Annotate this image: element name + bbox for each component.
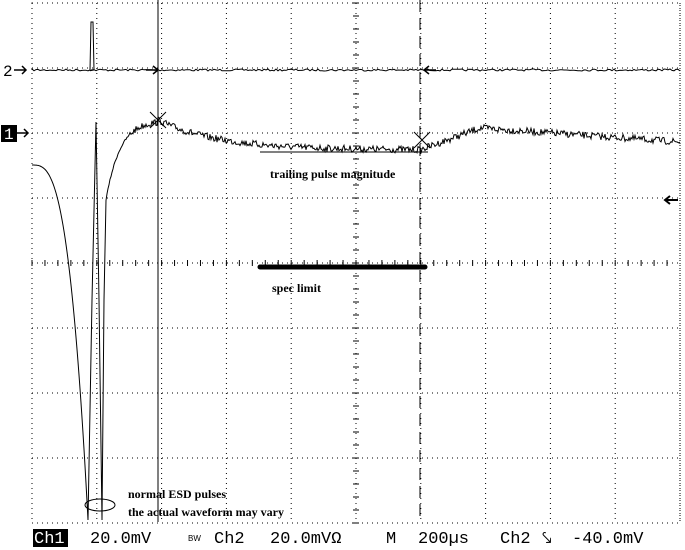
- channel-marker-box: [1, 125, 17, 142]
- esd-ellipse: [84, 498, 116, 512]
- status-trig-source: Ch2: [500, 530, 531, 549]
- channel-marker: 2: [3, 63, 13, 81]
- annotation: trailing pulse magnitude: [270, 167, 396, 181]
- annotation: spec limit: [272, 281, 321, 295]
- status-ch1: Ch1: [34, 530, 65, 549]
- status-trig-level: -40.0mV: [572, 530, 644, 549]
- annotation: normal ESD pulses: [128, 487, 226, 501]
- channel-arrow: [14, 65, 28, 75]
- graticule: [31, 2, 681, 524]
- status-ch2: Ch2: [214, 530, 245, 549]
- status-mode: M: [386, 530, 396, 549]
- channel-arrow: [17, 128, 30, 138]
- arrow-left: [422, 65, 436, 75]
- status-bw: BW: [188, 534, 201, 543]
- arrow-right: [146, 65, 160, 75]
- ch1-trace: [32, 116, 681, 521]
- annotation: the actual waveform may vary: [128, 505, 284, 519]
- ch1-box: [33, 529, 68, 547]
- trigger-level-arrow: [663, 195, 678, 205]
- marker-x: [149, 111, 167, 129]
- status-scale: 20.0mVΩ: [270, 530, 341, 549]
- graticule-border: [31, 2, 681, 524]
- ch2-trace: [31, 21, 681, 72]
- status-scale: 20.0mV: [90, 530, 152, 549]
- status-trig-slope: ⤥: [542, 530, 552, 549]
- status-timebase: 200µs: [418, 530, 469, 549]
- channel-marker: 1: [4, 126, 14, 144]
- marker-x: [413, 131, 431, 149]
